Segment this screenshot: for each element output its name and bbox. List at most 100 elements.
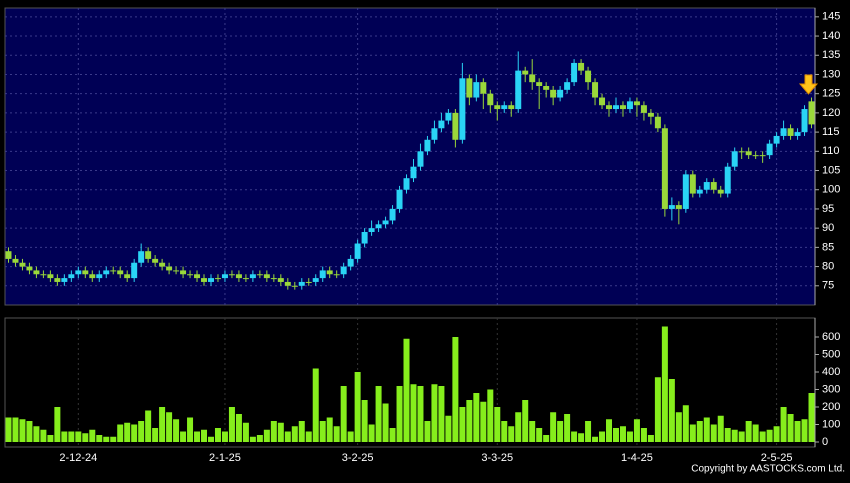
volume-bar [235, 414, 242, 442]
candle-body [214, 278, 221, 280]
volume-bar [403, 338, 410, 442]
volume-bar [480, 401, 487, 442]
candle-body [487, 93, 494, 106]
candle-body [794, 132, 801, 136]
candle-body [473, 82, 480, 98]
volume-bar [766, 429, 773, 442]
y-tick-label: 300 [822, 383, 840, 395]
volume-bar [5, 417, 12, 442]
volume-bar [277, 422, 284, 442]
candle-body [124, 274, 131, 279]
volume-bar [26, 421, 33, 442]
volume-bar [571, 431, 578, 442]
candle-body [326, 270, 333, 275]
volume-bar [626, 431, 633, 442]
volume-bar [759, 431, 766, 442]
volume-bar [543, 435, 550, 442]
candle-body [131, 262, 138, 279]
candle-body [459, 78, 466, 140]
volume-bar [54, 407, 61, 442]
candle-body [61, 278, 68, 282]
candle-body [305, 281, 312, 283]
volume-bar [536, 428, 543, 442]
x-tick-label: 2-5-25 [761, 452, 793, 464]
candle-body [173, 270, 180, 272]
candle-body [773, 135, 780, 144]
candle-body [417, 151, 424, 167]
candle-body [466, 78, 473, 98]
candle-body [571, 62, 578, 83]
candle-body [319, 270, 326, 279]
y-tick-label: 400 [822, 366, 840, 378]
candle-body [145, 251, 152, 259]
volume-bar [180, 431, 187, 442]
volume-bar [152, 428, 159, 442]
candle-body [291, 285, 298, 287]
y-tick-label: 200 [822, 401, 840, 413]
volume-bar [47, 435, 54, 442]
volume-bar [166, 412, 173, 442]
volume-bar [319, 421, 326, 442]
volume-bar [270, 421, 277, 442]
arrow-icon [798, 74, 819, 95]
volume-bar [124, 422, 131, 442]
candle-body [564, 82, 571, 90]
candle-body [12, 258, 19, 263]
candle-body [682, 174, 689, 209]
volume-bar [263, 429, 270, 442]
volume-bar [228, 407, 235, 442]
candle-body [759, 155, 766, 157]
volume-bar [724, 428, 731, 442]
volume-bar [19, 419, 26, 442]
candle-body [529, 74, 536, 83]
y-tick-label: 120 [822, 107, 840, 119]
candle-body [557, 89, 564, 98]
copyright: Copyright by AASTOCKS.com Ltd. [691, 464, 845, 475]
candle-body [194, 274, 201, 279]
volume-bar [682, 405, 689, 442]
candle-body [536, 82, 543, 86]
volume-bar [773, 426, 780, 442]
volume-bar [801, 419, 808, 442]
volume-bar [242, 422, 249, 442]
volume-bar [710, 424, 717, 442]
candle-body [438, 120, 445, 129]
volume-bar [354, 372, 361, 442]
volume-bar [633, 419, 640, 442]
volume-bar [515, 412, 522, 442]
volume-bar [131, 424, 138, 442]
candle-body [508, 105, 515, 110]
volume-bar [396, 386, 403, 442]
volume-bar [417, 386, 424, 442]
candle-body [801, 109, 808, 133]
candle-body [159, 262, 166, 267]
candle-body [515, 70, 522, 110]
candle-body [235, 274, 242, 279]
volume-bar [717, 415, 724, 442]
candle-body [347, 258, 354, 267]
volume-bar [640, 428, 647, 442]
volume-bar [794, 421, 801, 442]
candle-body [298, 281, 305, 286]
candle-body [745, 151, 752, 156]
volume-bar [689, 424, 696, 442]
volume-bar [207, 436, 214, 442]
volume-bar [375, 386, 382, 442]
candle-body [270, 278, 277, 280]
candle-body [501, 105, 508, 110]
volume-bar [312, 368, 319, 442]
candle-body [284, 281, 291, 286]
candle-body [249, 274, 256, 279]
volume-bar [138, 421, 145, 442]
volume-bar [487, 389, 494, 442]
candle-body [696, 189, 703, 194]
volume-bar [368, 424, 375, 442]
y-tick-label: 75 [822, 280, 834, 292]
y-tick-label: 500 [822, 348, 840, 360]
candle-body [626, 101, 633, 110]
volume-bar [221, 431, 228, 442]
volume-bar [550, 412, 557, 442]
volume-bar [808, 393, 815, 442]
volume-bar [668, 379, 675, 442]
